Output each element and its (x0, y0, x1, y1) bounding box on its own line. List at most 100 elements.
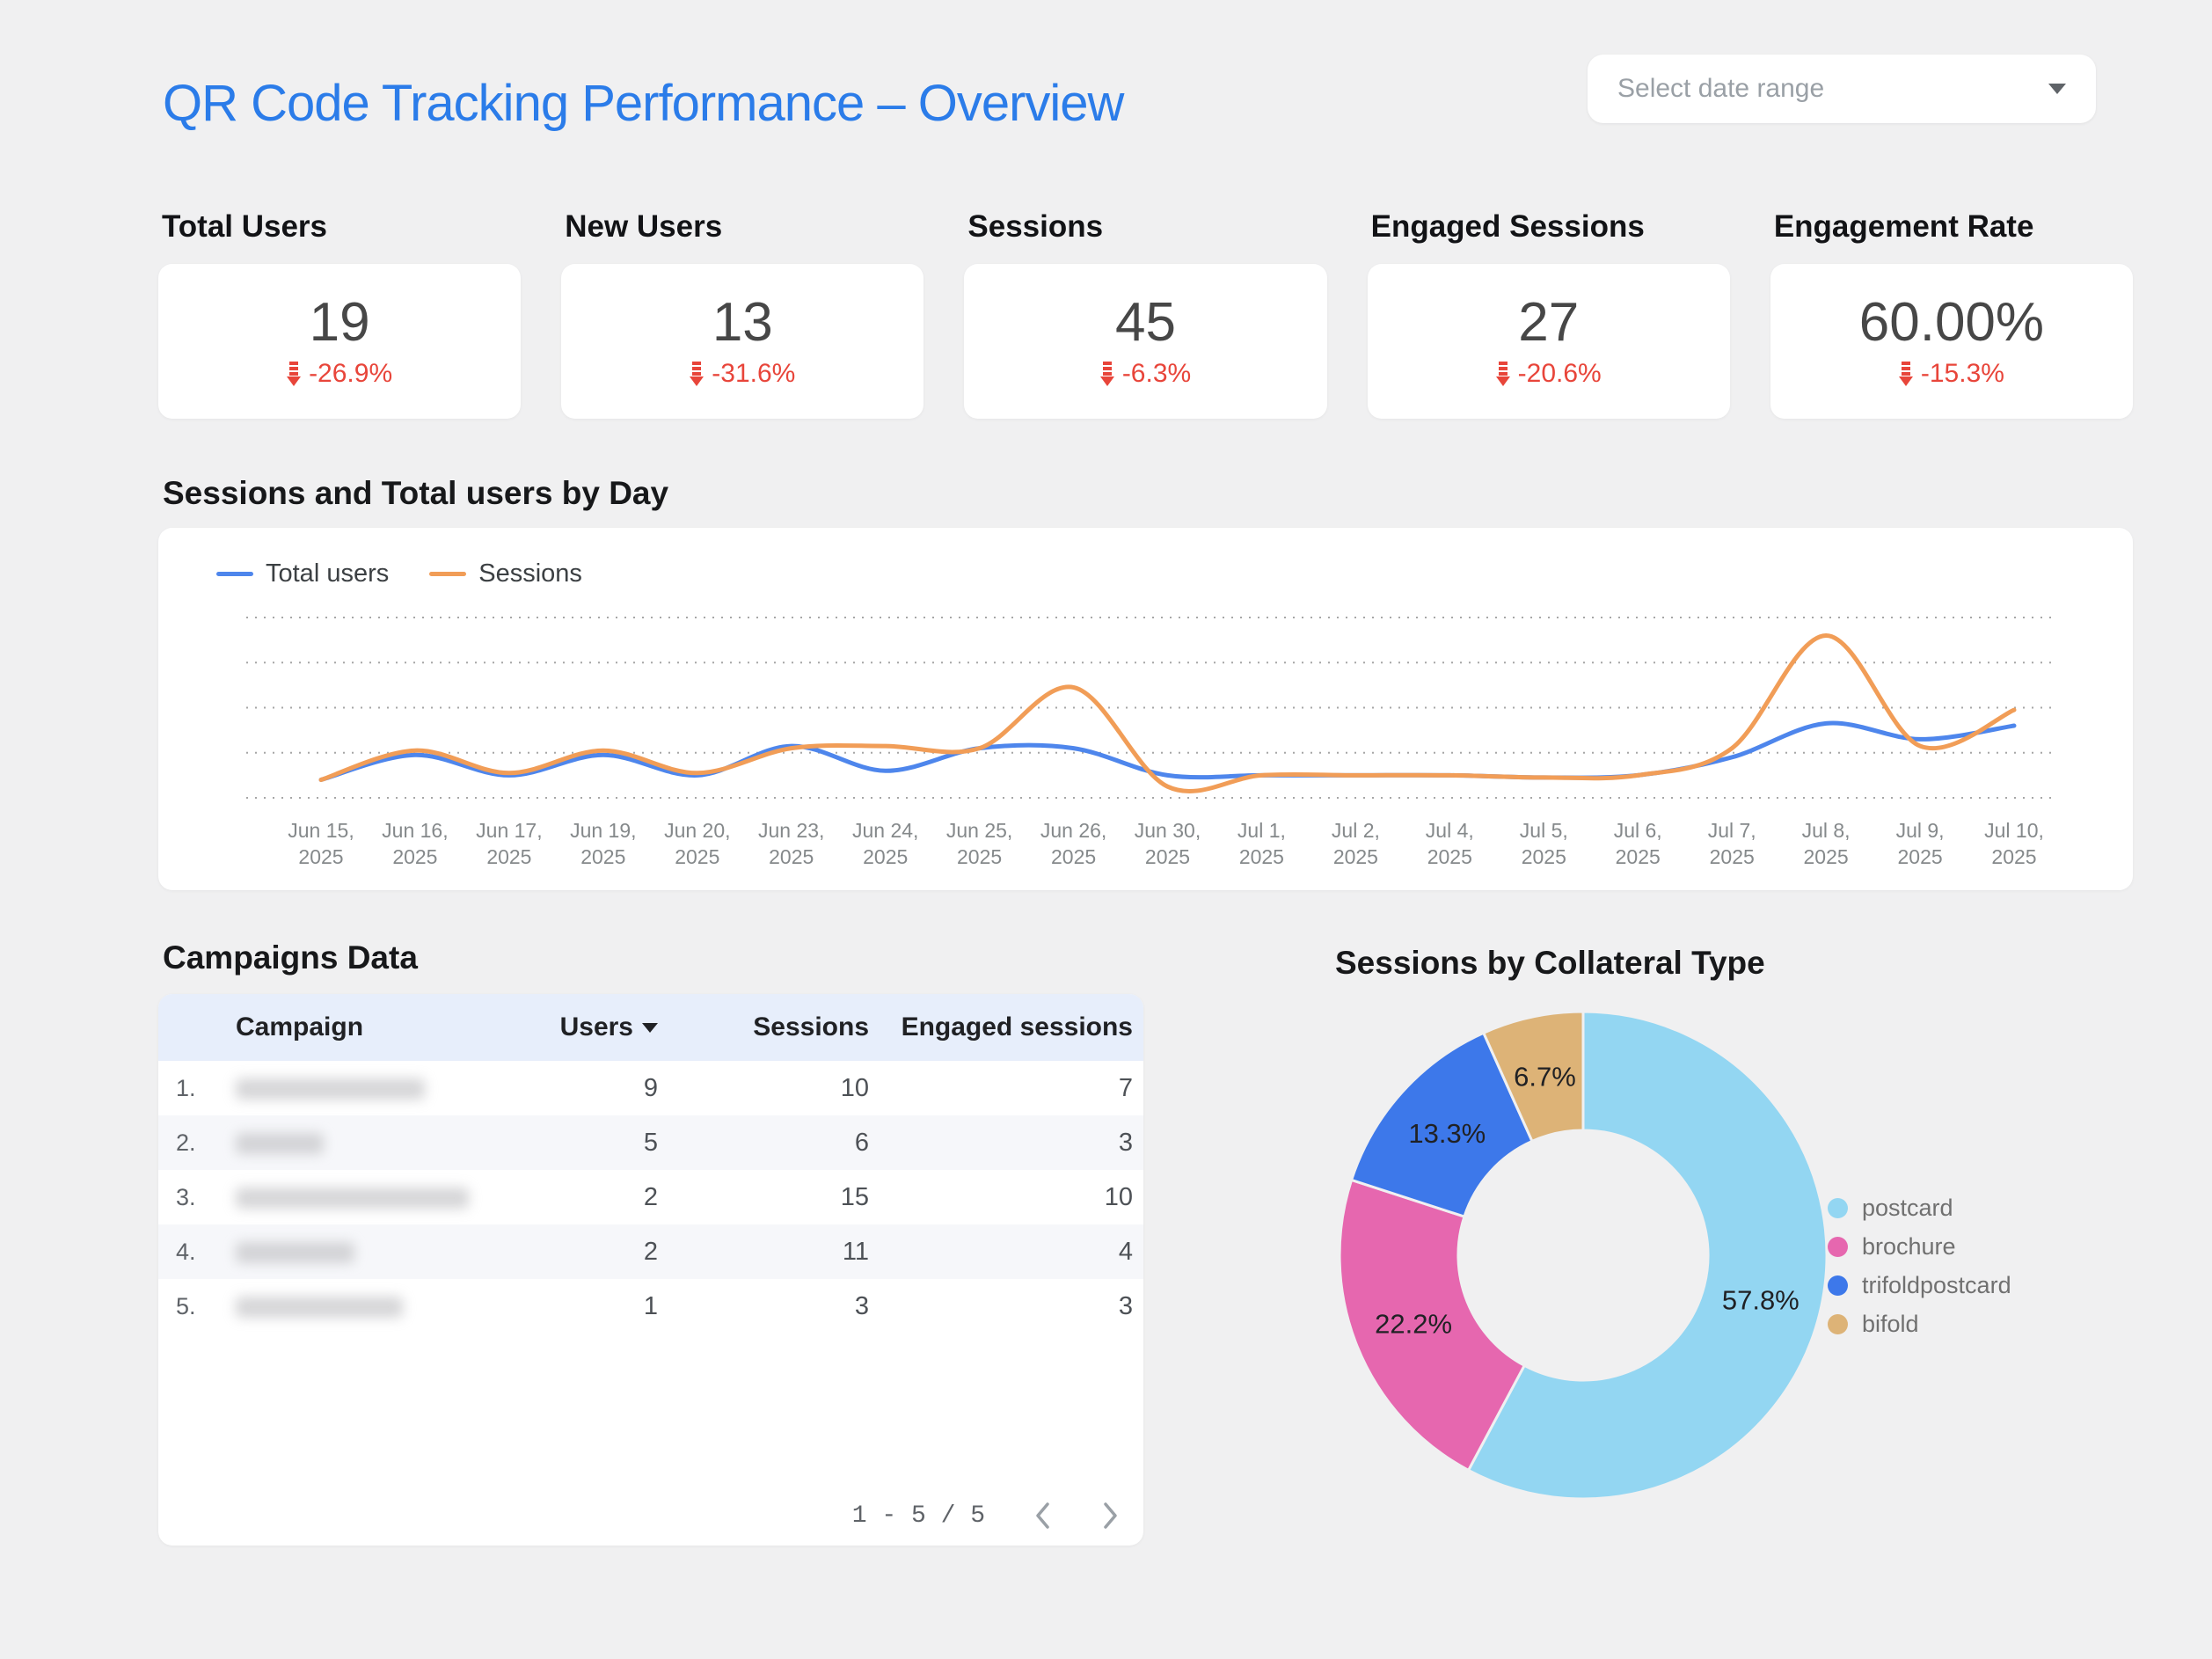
kpi-engagement-rate: Engagement Rate 60.00% -15.3% (1770, 209, 2134, 419)
row-engaged-sessions: 10 (1104, 1182, 1133, 1211)
table-header-users-label: Users (559, 1012, 633, 1041)
pagination-label: 1 - 5 / 5 (851, 1502, 985, 1530)
line-chart-title: Sessions and Total users by Day (163, 475, 669, 511)
kpi-label: Sessions (967, 209, 1104, 244)
donut-slice-brochure[interactable] (1338, 1178, 1527, 1473)
down-arrow-icon (1099, 362, 1114, 386)
kpi-value: 19 (309, 292, 370, 353)
table-header-engaged-sessions[interactable]: Engaged sessions (901, 1012, 1133, 1041)
row-users: 5 (643, 1128, 658, 1157)
donut-legend-label: bifold (1862, 1311, 1919, 1337)
row-users: 2 (643, 1182, 658, 1211)
kpi-delta: -6.3% (1099, 361, 1191, 387)
kpi-engaged-sessions: Engaged Sessions 27 -20.6% (1367, 209, 1730, 419)
svg-text:Jul 7,2025: Jul 7, 2025 (1708, 819, 1756, 868)
line-chart-svg: Jun 15, 2025 Jun 16, 2025 Jun 17, 2025 Jun 19,… (246, 617, 2058, 868)
donut-percent-label: 22.2% (1375, 1309, 1452, 1340)
table-row[interactable]: 1. 9 10 7 (158, 1061, 1143, 1115)
row-sessions: 3 (854, 1291, 869, 1320)
pagination-prev-button[interactable] (1031, 1498, 1054, 1533)
row-users: 1 (643, 1291, 658, 1320)
sessions-users-line-chart[interactable]: Jun 15, 2025 Jun 16, 2025 Jun 17, 2025 Jun 19,… (158, 528, 2133, 890)
table-row[interactable]: 3. 2 15 10 (158, 1170, 1143, 1224)
row-campaign (236, 1238, 500, 1267)
row-index: 5. (176, 1292, 196, 1319)
donut-slice-bifold[interactable] (1481, 1010, 1585, 1144)
kpi-value: 45 (1115, 292, 1176, 353)
donut-percent-label: 13.3% (1408, 1118, 1486, 1149)
legend-item-total-users: Total users (216, 559, 389, 588)
donut-slice-postcard[interactable] (1466, 1010, 1829, 1501)
row-campaign (236, 1292, 500, 1321)
date-range-selector[interactable]: Select date range (1588, 55, 2096, 123)
kpi-delta: -31.6% (690, 361, 795, 387)
kpi-value: 27 (1518, 292, 1580, 353)
svg-text:Jul 1,2025: Jul 1, 2025 (1237, 819, 1286, 868)
svg-text:Jul 8,2025: Jul 8, 2025 (1802, 819, 1851, 868)
redacted-campaign-name (236, 1132, 324, 1154)
table-header-row: Campaign Users Sessions Engaged sessions (158, 994, 1143, 1061)
row-index: 4. (176, 1238, 196, 1265)
line-chart-panel: Total users Sessions Jun 15, 2025 Jun 16, 2… (158, 528, 2133, 890)
table-header-sessions[interactable]: Sessions (753, 1012, 869, 1041)
svg-text:Jun 16,2025: Jun 16, 2025 (382, 819, 448, 868)
table-header-campaign[interactable]: Campaign (236, 1012, 364, 1041)
legend-label-sessions: Sessions (478, 559, 582, 588)
donut-percent-label: 6.7% (1514, 1061, 1576, 1092)
chevron-left-icon (1036, 1502, 1049, 1529)
donut-legend-label: trifoldpostcard (1862, 1272, 2011, 1298)
kpi-row: Total Users 19 -26.9% New Users 13 -31.6… (158, 209, 2134, 419)
kpi-card: 19 -26.9% (158, 264, 522, 419)
date-range-placeholder: Select date range (1617, 74, 1825, 103)
svg-text:Jun 23,2025: Jun 23, 2025 (758, 819, 824, 868)
kpi-delta-value: -26.9% (309, 359, 393, 388)
svg-text:Jun 30,2025: Jun 30, 2025 (1135, 819, 1201, 868)
row-sessions: 11 (842, 1237, 869, 1266)
sessions-line-swatch (429, 572, 467, 576)
table-row[interactable]: 4. 2 11 4 (158, 1224, 1143, 1279)
redacted-campaign-name (236, 1241, 354, 1263)
kpi-value: 60.00% (1858, 292, 2045, 353)
redacted-campaign-name (236, 1296, 403, 1318)
kpi-total-users: Total Users 19 -26.9% (158, 209, 522, 419)
sort-desc-icon (642, 1022, 658, 1033)
kpi-label: New Users (565, 209, 723, 244)
legend-dot-icon (1828, 1275, 1848, 1296)
row-index: 2. (176, 1129, 196, 1156)
kpi-card: 13 -31.6% (561, 264, 924, 419)
row-index: 3. (176, 1183, 196, 1210)
donut-legend-item-bifold: bifold (1828, 1311, 2011, 1338)
svg-text:Jul 4,2025: Jul 4, 2025 (1426, 819, 1474, 868)
row-users: 2 (643, 1237, 658, 1266)
donut-slice-trifoldpostcard[interactable] (1349, 1031, 1534, 1218)
kpi-delta: -26.9% (287, 361, 392, 387)
kpi-delta: -20.6% (1495, 361, 1602, 387)
legend-dot-icon (1828, 1237, 1848, 1257)
svg-text:Jun 24,2025: Jun 24, 2025 (852, 819, 918, 868)
svg-text:Jun 20,2025: Jun 20, 2025 (664, 819, 730, 868)
table-row[interactable]: 5. 1 3 3 (158, 1279, 1143, 1334)
table-title: Campaigns Data (163, 939, 418, 976)
kpi-delta-value: -15.3% (1920, 359, 2004, 388)
svg-text:Jun 25,2025: Jun 25, 2025 (946, 819, 1012, 868)
table-body: 1. 9 10 7 2. 5 6 3 3. 2 15 10 4. 2 11 4 … (158, 1061, 1143, 1334)
svg-text:Jul 2,2025: Jul 2, 2025 (1332, 819, 1380, 868)
row-sessions: 10 (840, 1073, 869, 1102)
donut-legend-item-trifoldpostcard: trifoldpostcard (1828, 1272, 2011, 1299)
table-header-users[interactable]: Users (500, 1012, 658, 1042)
donut-chart-title: Sessions by Collateral Type (1335, 945, 1765, 981)
row-sessions: 6 (854, 1128, 869, 1157)
page-title: QR Code Tracking Performance – Overview (163, 75, 1124, 132)
kpi-value: 13 (712, 292, 773, 353)
collateral-donut-chart[interactable]: 57.8% 22.2% 13.3% 6.7% (1319, 994, 1935, 1539)
kpi-label: Engaged Sessions (1370, 209, 1645, 244)
table-row[interactable]: 2. 5 6 3 (158, 1115, 1143, 1170)
kpi-card: 60.00% -15.3% (1770, 264, 2134, 419)
pagination-next-button[interactable] (1099, 1498, 1122, 1533)
kpi-new-users: New Users 13 -31.6% (561, 209, 924, 419)
kpi-card: 45 -6.3% (964, 264, 1327, 419)
kpi-label: Engagement Rate (1773, 209, 2034, 244)
row-campaign (236, 1129, 500, 1158)
down-arrow-icon (287, 362, 302, 386)
